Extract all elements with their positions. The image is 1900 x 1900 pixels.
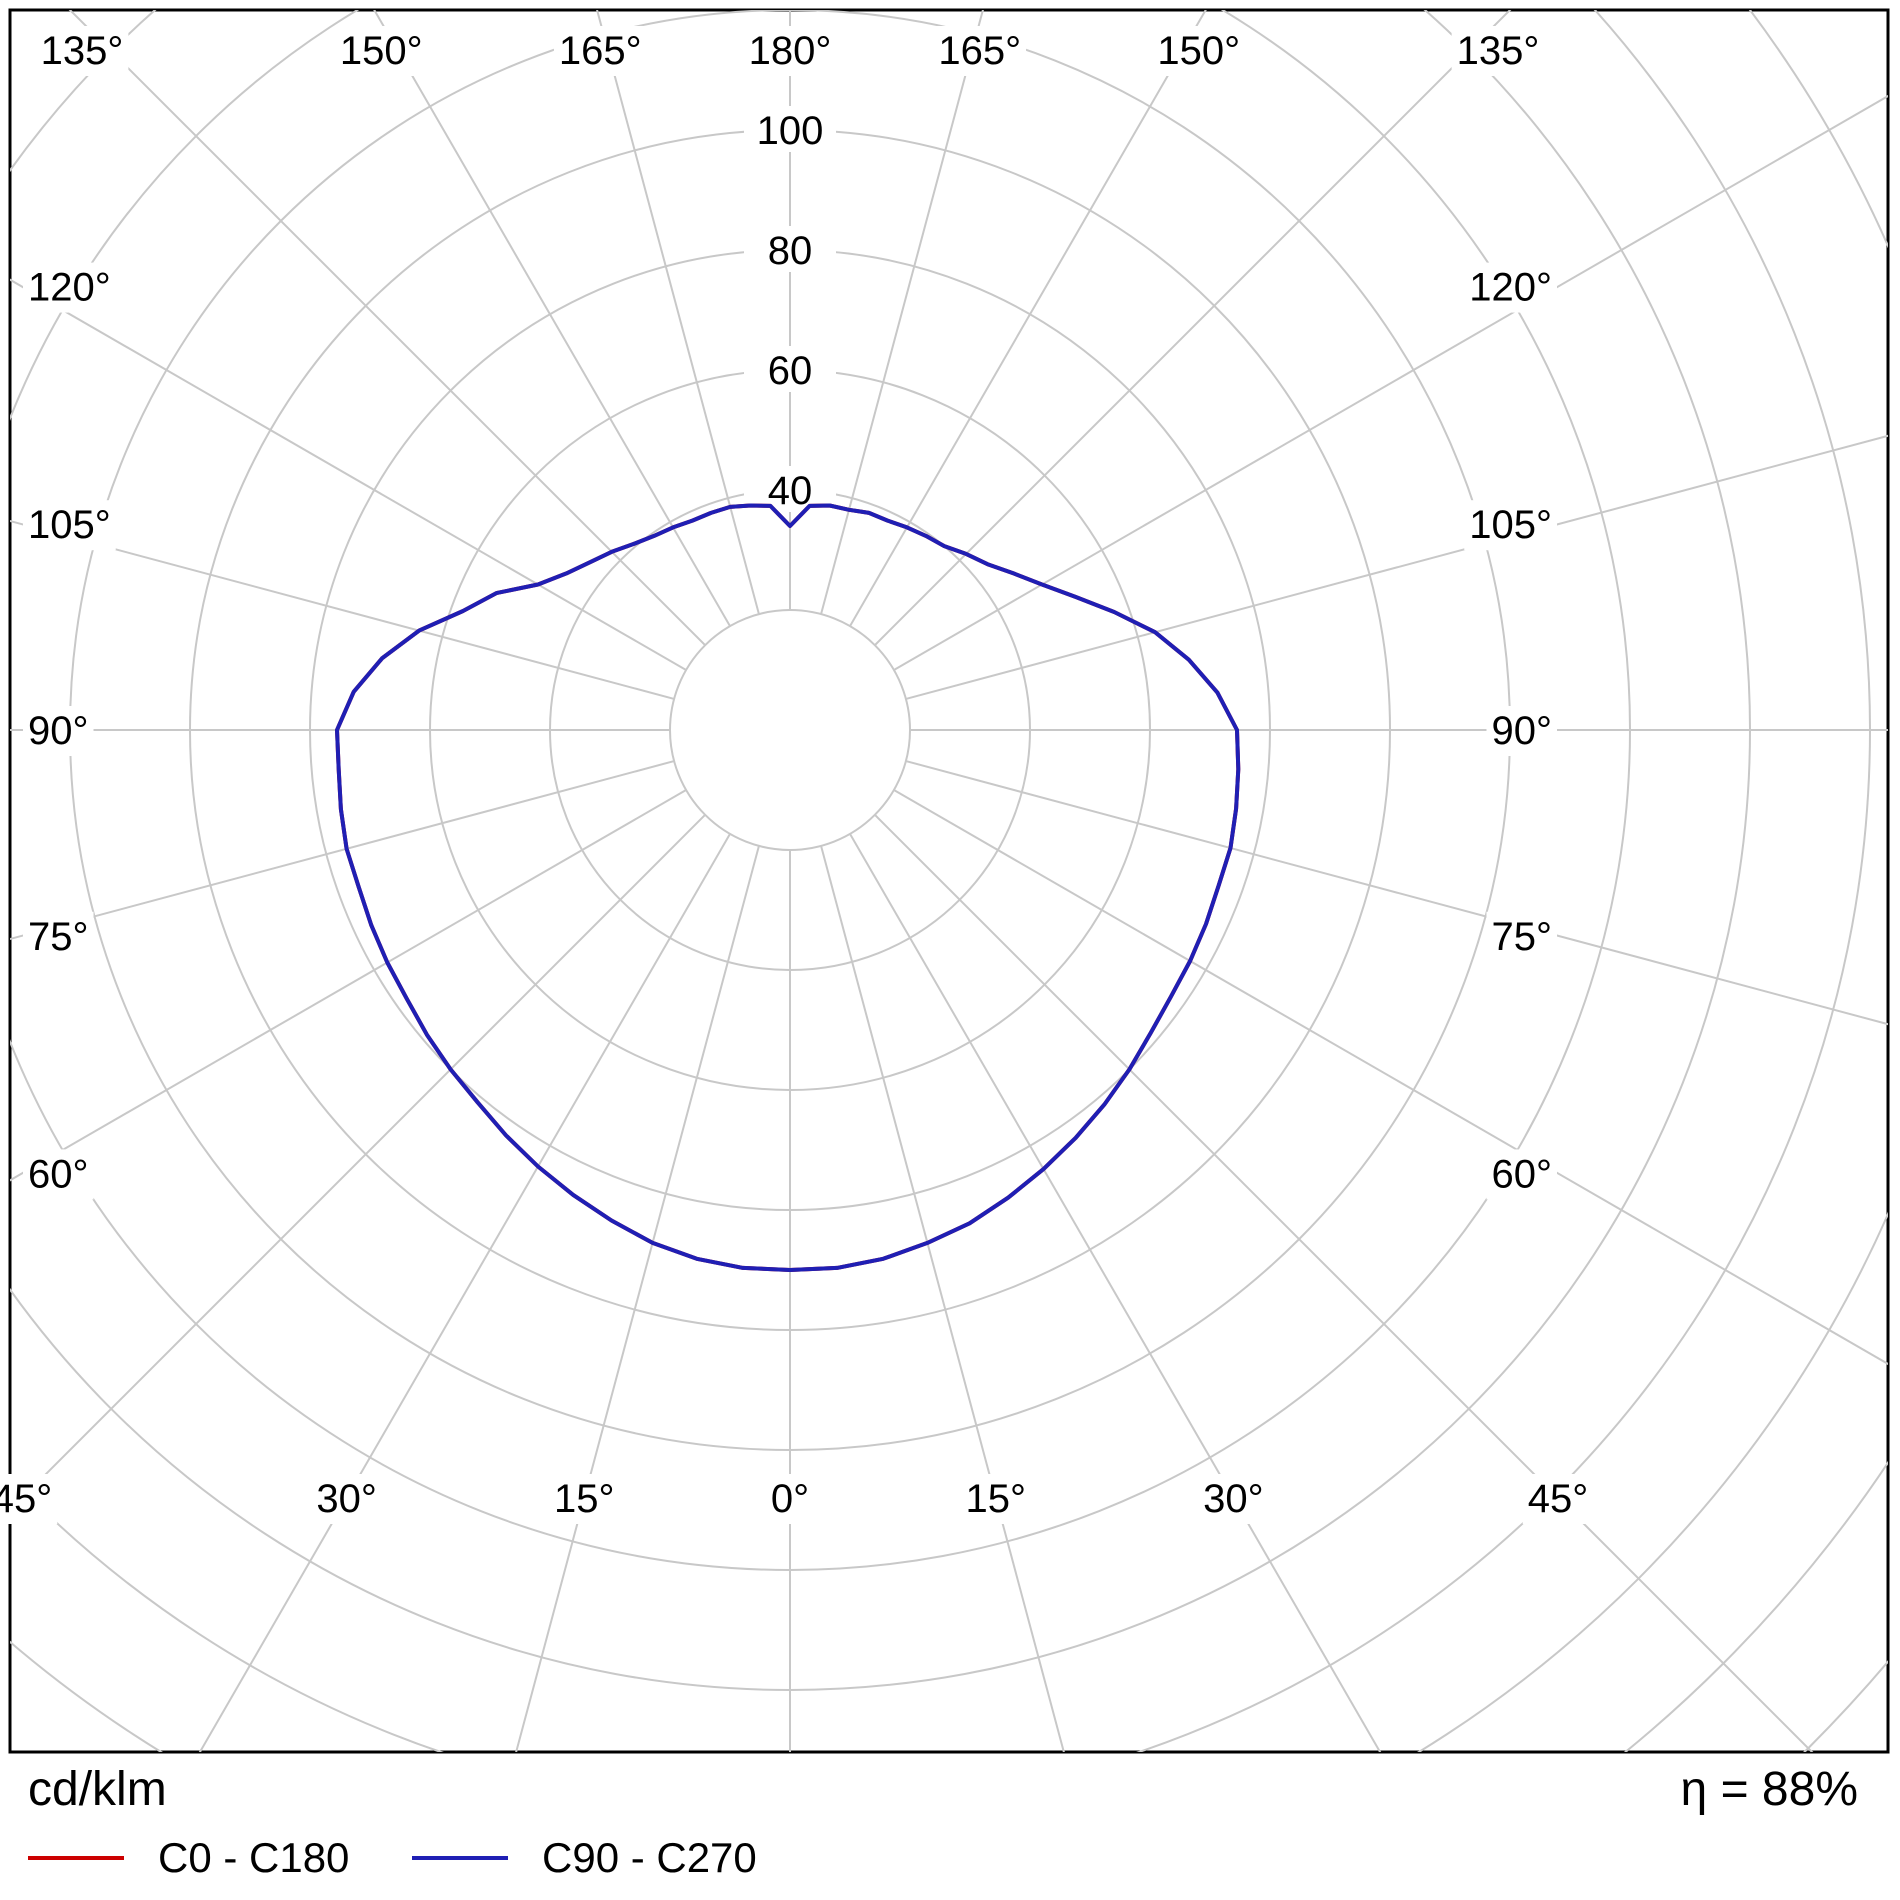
angle-label: 45° bbox=[0, 1477, 52, 1521]
c90-c270-line-swatch bbox=[412, 1856, 508, 1860]
angle-label: 0° bbox=[771, 1477, 809, 1521]
intensity-curves bbox=[335, 503, 1241, 1272]
angle-label: 60° bbox=[28, 1152, 89, 1196]
angle-label: 30° bbox=[316, 1477, 377, 1521]
plot-frame bbox=[8, 8, 1890, 1754]
angle-label: 150° bbox=[1157, 29, 1240, 73]
angle-label: 90° bbox=[1492, 709, 1553, 753]
angle-label: 135° bbox=[41, 29, 124, 73]
efficiency-label: η = 88% bbox=[1680, 1763, 1858, 1816]
angle-label: 150° bbox=[340, 29, 423, 73]
angle-label: 15° bbox=[966, 1477, 1027, 1521]
curve-C90-C270 bbox=[335, 503, 1241, 1272]
radial-tick-label: 100 bbox=[757, 109, 824, 153]
angle-label: 180° bbox=[749, 29, 832, 73]
angle-label: 75° bbox=[1492, 915, 1553, 959]
angle-label: 120° bbox=[28, 266, 111, 310]
legend-label-c0-c180: C0 - C180 bbox=[158, 1834, 350, 1881]
legend-label-c90-c270: C90 - C270 bbox=[542, 1834, 757, 1881]
angle-label: 120° bbox=[1469, 266, 1552, 310]
angle-label: 15° bbox=[554, 1477, 615, 1521]
angle-labels: 0° 15° 15° 30° 30° 45° 45° 60° 60° 75° 75° 90° 90° 10… bbox=[0, 26, 1594, 1524]
angle-label: 105° bbox=[28, 503, 111, 547]
angle-label: 90° bbox=[28, 709, 89, 753]
angle-label: 60° bbox=[1492, 1152, 1553, 1196]
radial-tick-label: 40 bbox=[768, 469, 813, 513]
c0-c180-line-swatch bbox=[28, 1856, 124, 1860]
angle-label: 45° bbox=[1528, 1477, 1589, 1521]
legend-item-c90-c270: C90 - C270 bbox=[412, 1834, 757, 1882]
angle-label: 75° bbox=[28, 915, 89, 959]
legend-item-c0-c180: C0 - C180 bbox=[28, 1834, 349, 1882]
angle-label: 165° bbox=[559, 29, 642, 73]
radial-tick-labels: 40 60 80 100 bbox=[744, 106, 836, 513]
unit-label: cd/klm bbox=[28, 1763, 167, 1816]
radial-tick-label: 80 bbox=[768, 229, 813, 273]
angle-label: 165° bbox=[938, 29, 1021, 73]
angle-label: 105° bbox=[1469, 503, 1552, 547]
angle-label: 135° bbox=[1457, 29, 1540, 73]
angle-label: 30° bbox=[1203, 1477, 1264, 1521]
radial-tick-label: 60 bbox=[768, 349, 813, 393]
